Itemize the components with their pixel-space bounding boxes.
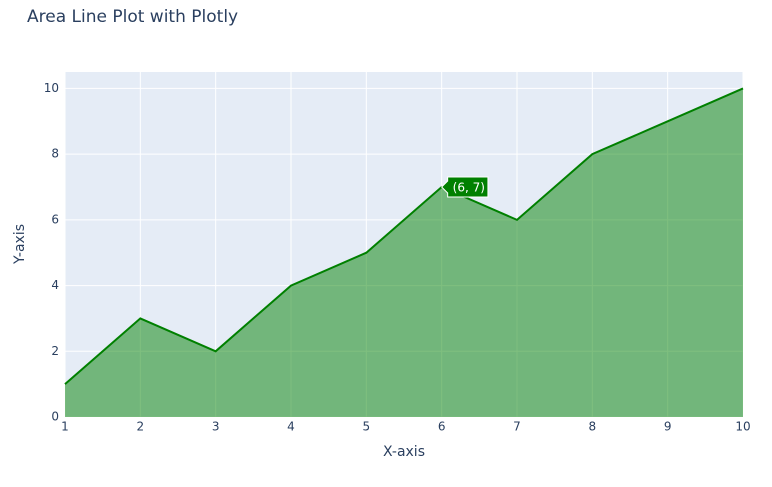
y-tick-label: 10 bbox=[44, 81, 59, 95]
x-tick-label: 9 bbox=[664, 420, 672, 434]
x-tick-label: 2 bbox=[137, 420, 145, 434]
x-tick-label: 8 bbox=[589, 420, 597, 434]
y-tick-label: 6 bbox=[51, 212, 59, 226]
hover-label: (6, 7) bbox=[440, 176, 489, 198]
x-tick-label: 6 bbox=[438, 420, 446, 434]
chart-title: Area Line Plot with Plotly bbox=[27, 7, 238, 27]
x-tick-label: 3 bbox=[212, 420, 220, 434]
hover-box bbox=[440, 176, 489, 198]
x-tick-label: 10 bbox=[735, 420, 750, 434]
x-tick-label: 1 bbox=[61, 420, 69, 434]
x-axis-title: X-axis bbox=[383, 444, 425, 460]
y-axis-title: Y-axis bbox=[12, 224, 28, 265]
x-tick-label: 7 bbox=[513, 420, 521, 434]
x-tick-label: 5 bbox=[363, 420, 371, 434]
y-tick-label: 4 bbox=[51, 278, 59, 292]
y-tick-label: 8 bbox=[51, 147, 59, 161]
x-tick-label: 4 bbox=[287, 420, 295, 434]
y-tick-label: 2 bbox=[51, 344, 59, 358]
area-line bbox=[64, 87, 744, 385]
y-tick-label: 0 bbox=[51, 410, 59, 424]
hover-text: (6, 7) bbox=[453, 181, 485, 195]
